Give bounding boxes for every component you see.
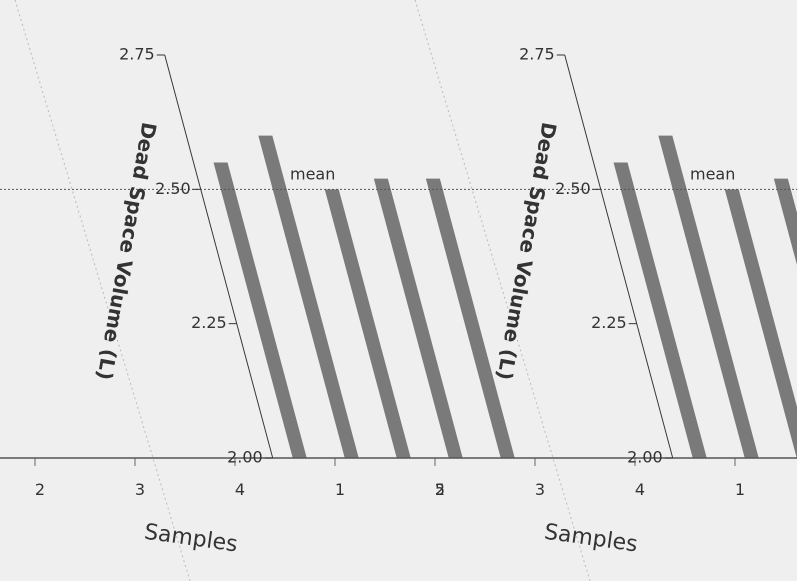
x-tick-label: 1 <box>735 480 745 499</box>
x-tick-label: 1 <box>335 480 345 499</box>
bar <box>773 178 797 458</box>
y-tick-label: 2.00 <box>227 448 263 467</box>
y-tick-label: 2.00 <box>627 448 663 467</box>
x-tick-label: 2 <box>35 480 45 499</box>
x-axis-label: Samples <box>543 520 640 558</box>
guide-line <box>14 0 191 581</box>
y-tick-label: 2.25 <box>191 313 227 332</box>
y-tick-label: 2.75 <box>519 45 555 64</box>
guide-line <box>414 0 591 581</box>
y-axis-label: Dead Space Volume (L) <box>492 121 561 382</box>
y-tick-label: 2.75 <box>119 45 155 64</box>
x-tick-label: 5 <box>435 480 445 499</box>
mean-label: mean <box>690 164 735 183</box>
bar <box>324 189 411 458</box>
bar <box>724 189 797 458</box>
mean-label: mean <box>290 164 335 183</box>
y-axis <box>564 55 674 458</box>
y-tick-label: 2.50 <box>555 179 591 198</box>
x-tick-label: 4 <box>635 480 645 499</box>
bar <box>658 135 759 458</box>
bar <box>425 178 515 458</box>
x-tick-label: 3 <box>135 480 145 499</box>
y-axis <box>164 55 274 458</box>
plot <box>564 55 797 458</box>
bar <box>373 178 463 458</box>
y-tick-label: 2.25 <box>591 313 627 332</box>
plot <box>164 55 515 458</box>
x-tick-label: 4 <box>235 480 245 499</box>
bar <box>213 162 307 458</box>
x-tick-label: 3 <box>535 480 545 499</box>
x-tick-label: 2 <box>435 480 445 499</box>
bar <box>613 162 707 458</box>
y-tick-label: 2.50 <box>155 179 191 198</box>
bar <box>258 135 359 458</box>
y-axis-label: Dead Space Volume (L) <box>92 121 161 382</box>
x-axis-label: Samples <box>143 520 240 558</box>
